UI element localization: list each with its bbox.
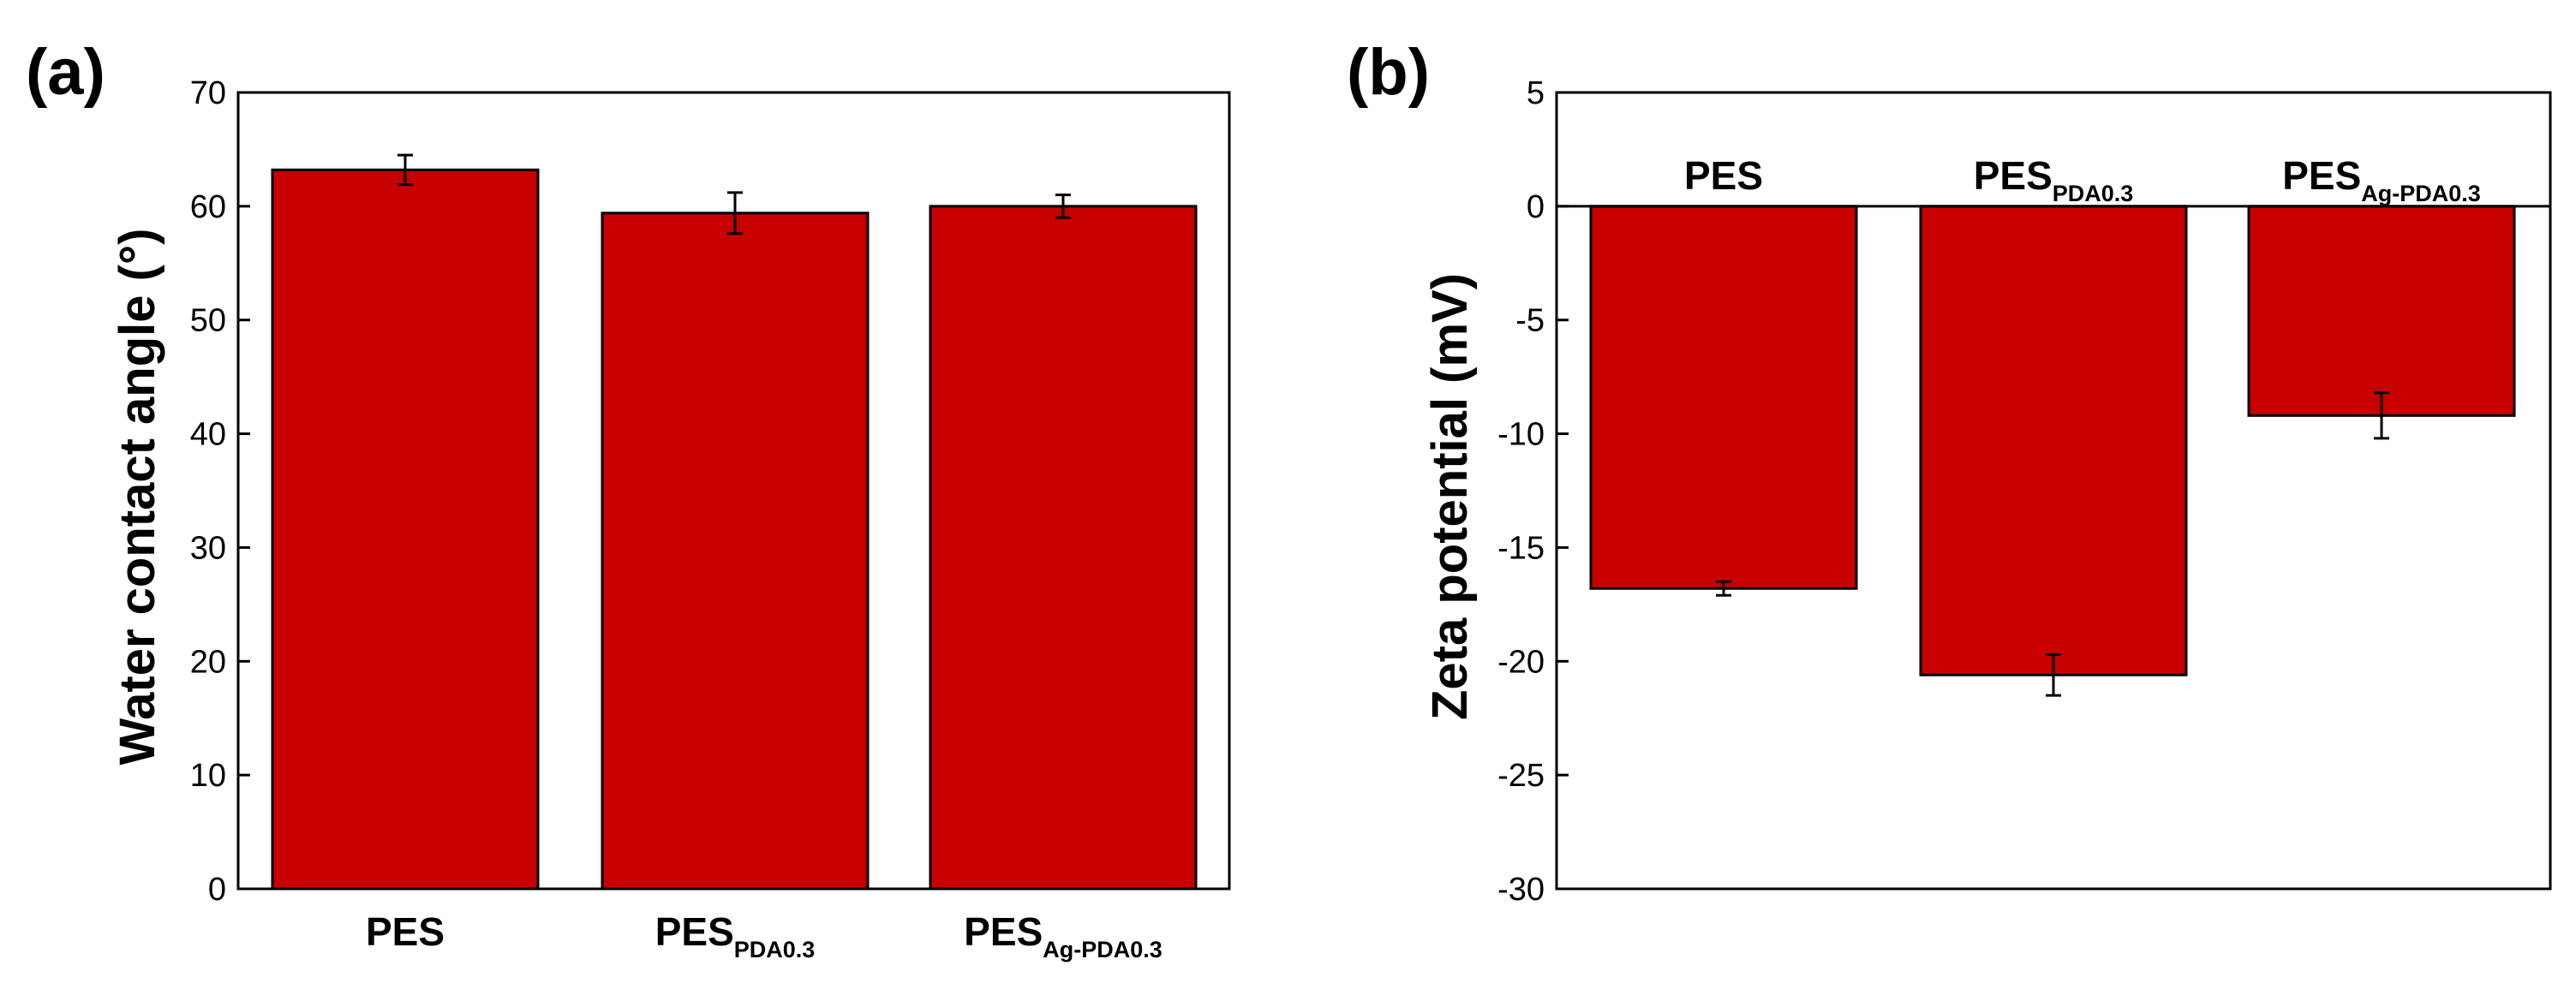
panel-a-category-label-0: PES <box>366 909 445 954</box>
panel-b: (b) Zeta potential (mV) 5 0 -5 -10 -15 -20 -25… <box>1347 36 2552 908</box>
panel-b-category-main-1: PES <box>1974 153 2053 198</box>
panel-a-category-sub-2: Ag-PDA0.3 <box>1043 937 1162 962</box>
panel-a-bar-2 <box>929 205 1198 891</box>
panel-a-y-ticks: 0 10 20 30 40 50 60 70 <box>190 75 250 908</box>
panel-a-bar-1 <box>601 212 870 891</box>
panel-b-y-tick-label-1: 0 <box>1527 189 1545 225</box>
panel-b-error-bars <box>1716 391 2389 697</box>
panel-b-y-tick-label-5: -20 <box>1497 644 1545 680</box>
panel-b-category-label-0: PES <box>1684 153 1763 198</box>
panel-b-category-label-2: PESAg-PDA0.3 <box>2282 153 2481 206</box>
panel-a-y-tick-label-5: 50 <box>190 303 226 339</box>
panel-b-y-tick-label-4: -15 <box>1497 530 1545 566</box>
panel-a-y-tick-label-1: 10 <box>190 758 226 794</box>
panel-b-y-tick-label-3: -10 <box>1497 417 1545 453</box>
panel-b-bars <box>1589 205 2516 676</box>
panel-b-category-sub-2: Ag-PDA0.3 <box>2361 181 2481 206</box>
panel-a-category-label-1: PESPDA0.3 <box>655 909 816 962</box>
panel-b-plot-frame <box>1555 91 2552 891</box>
panel-b-bar-0 <box>1589 205 1858 590</box>
panel-b-bar-2 <box>2247 205 2516 417</box>
panel-b-category-label-1: PESPDA0.3 <box>1974 153 2134 206</box>
panel-a-error-bars <box>397 153 1071 235</box>
panel-b-y-tick-label-7: -30 <box>1497 872 1545 908</box>
panel-b-bar-1 <box>1919 205 2188 676</box>
panel-b-category-main-0: PES <box>1684 153 1763 198</box>
panel-a-category-main-2: PES <box>964 909 1043 954</box>
panel-b-y-tick-label-2: -5 <box>1515 303 1545 339</box>
panel-a: (a) Water contact angle (°) 0 10 20 30 40 50 6… <box>26 36 1231 962</box>
panel-a-y-tick-label-6: 60 <box>190 189 226 225</box>
panel-a-category-sub-1: PDA0.3 <box>734 937 816 962</box>
panel-b-y-tick-label-0: 5 <box>1527 75 1545 111</box>
panel-a-plot-frame <box>236 91 1231 891</box>
panel-a-y-tick-label-3: 30 <box>190 530 226 566</box>
panel-a-y-axis-title: Water contact angle (°) <box>110 229 165 766</box>
panel-a-category-main-0: PES <box>366 909 445 954</box>
panel-b-label: (b) <box>1347 36 1430 109</box>
panel-b-y-axis-title: Zeta potential (mV) <box>1422 273 1478 720</box>
panel-b-category-labels: PES PESPDA0.3 PESAg-PDA0.3 <box>1684 153 2481 206</box>
panel-a-bar-0 <box>271 168 540 891</box>
panel-b-y-tick-label-6: -25 <box>1497 758 1545 794</box>
panel-a-y-tick-label-7: 70 <box>190 75 226 111</box>
panel-b-category-main-2: PES <box>2282 153 2361 198</box>
panel-a-label: (a) <box>26 36 105 109</box>
panel-a-category-labels: PES PESPDA0.3 PESAg-PDA0.3 <box>366 909 1162 962</box>
panel-a-y-tick-label-0: 0 <box>208 872 226 908</box>
panel-a-y-tick-label-4: 40 <box>190 417 226 453</box>
panel-a-bars <box>271 168 1198 891</box>
panel-b-y-ticks: 5 0 -5 -10 -15 -20 -25 -30 <box>1497 75 1569 908</box>
panel-a-y-tick-label-2: 20 <box>190 644 226 680</box>
panel-a-category-main-1: PES <box>655 909 734 954</box>
panel-a-category-label-2: PESAg-PDA0.3 <box>964 909 1162 962</box>
panel-b-category-sub-1: PDA0.3 <box>2053 181 2134 206</box>
